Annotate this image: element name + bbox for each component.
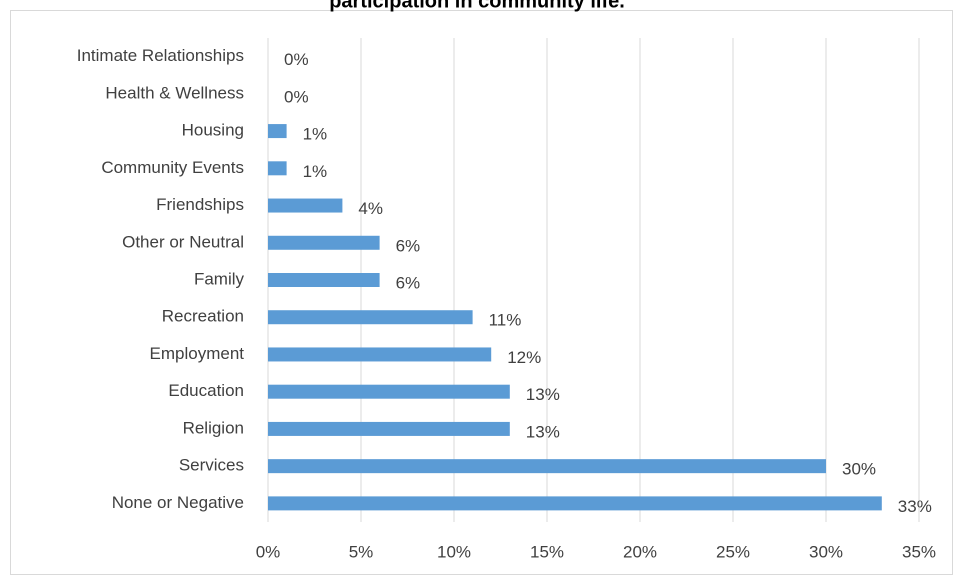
data-label: 13% [526,385,560,404]
bar [268,384,510,399]
x-tick-label: 25% [716,542,750,561]
data-label: 11% [489,311,522,330]
y-tick-label: Religion [183,418,244,437]
x-tick-label: 30% [809,542,843,561]
y-tick-label: Housing [182,121,244,140]
y-tick-label: Community Events [101,158,244,177]
data-label: 13% [526,422,560,441]
x-tick-label: 20% [623,542,657,561]
bar [268,198,343,213]
y-tick-label: Other or Neutral [122,232,244,251]
chart-title: participation in community life. [329,0,625,12]
y-tick-label: Recreation [162,307,244,326]
data-label: 0% [284,87,309,106]
data-label: 6% [396,236,421,255]
data-label: 6% [396,273,421,292]
x-tick-label: 35% [902,542,936,561]
data-label: 4% [358,199,383,218]
x-tick-label: 5% [349,542,374,561]
bar [268,310,473,325]
x-tick-label: 10% [437,542,471,561]
x-tick-label: 15% [530,542,564,561]
data-label: 12% [507,348,541,367]
bar [268,235,380,250]
y-tick-label: Services [179,456,244,475]
y-tick-label: Employment [150,344,245,363]
y-tick-label: Friendships [156,195,244,214]
data-label: 30% [842,460,876,479]
bar [268,421,510,436]
bar [268,124,287,139]
data-label: 1% [303,162,328,181]
bar [268,161,287,176]
data-label: 0% [284,50,309,69]
bar [268,273,380,287]
bar [268,459,826,474]
data-label: 33% [898,497,932,516]
y-tick-label: Intimate Relationships [77,46,244,65]
y-tick-label: None or Negative [112,493,244,512]
x-tick-label: 0% [256,542,281,561]
bar [268,347,492,362]
data-label: 1% [303,125,328,144]
y-tick-label: Family [194,269,245,288]
bar [268,496,882,511]
y-tick-label: Health & Wellness [105,83,244,102]
y-tick-label: Education [168,381,244,400]
